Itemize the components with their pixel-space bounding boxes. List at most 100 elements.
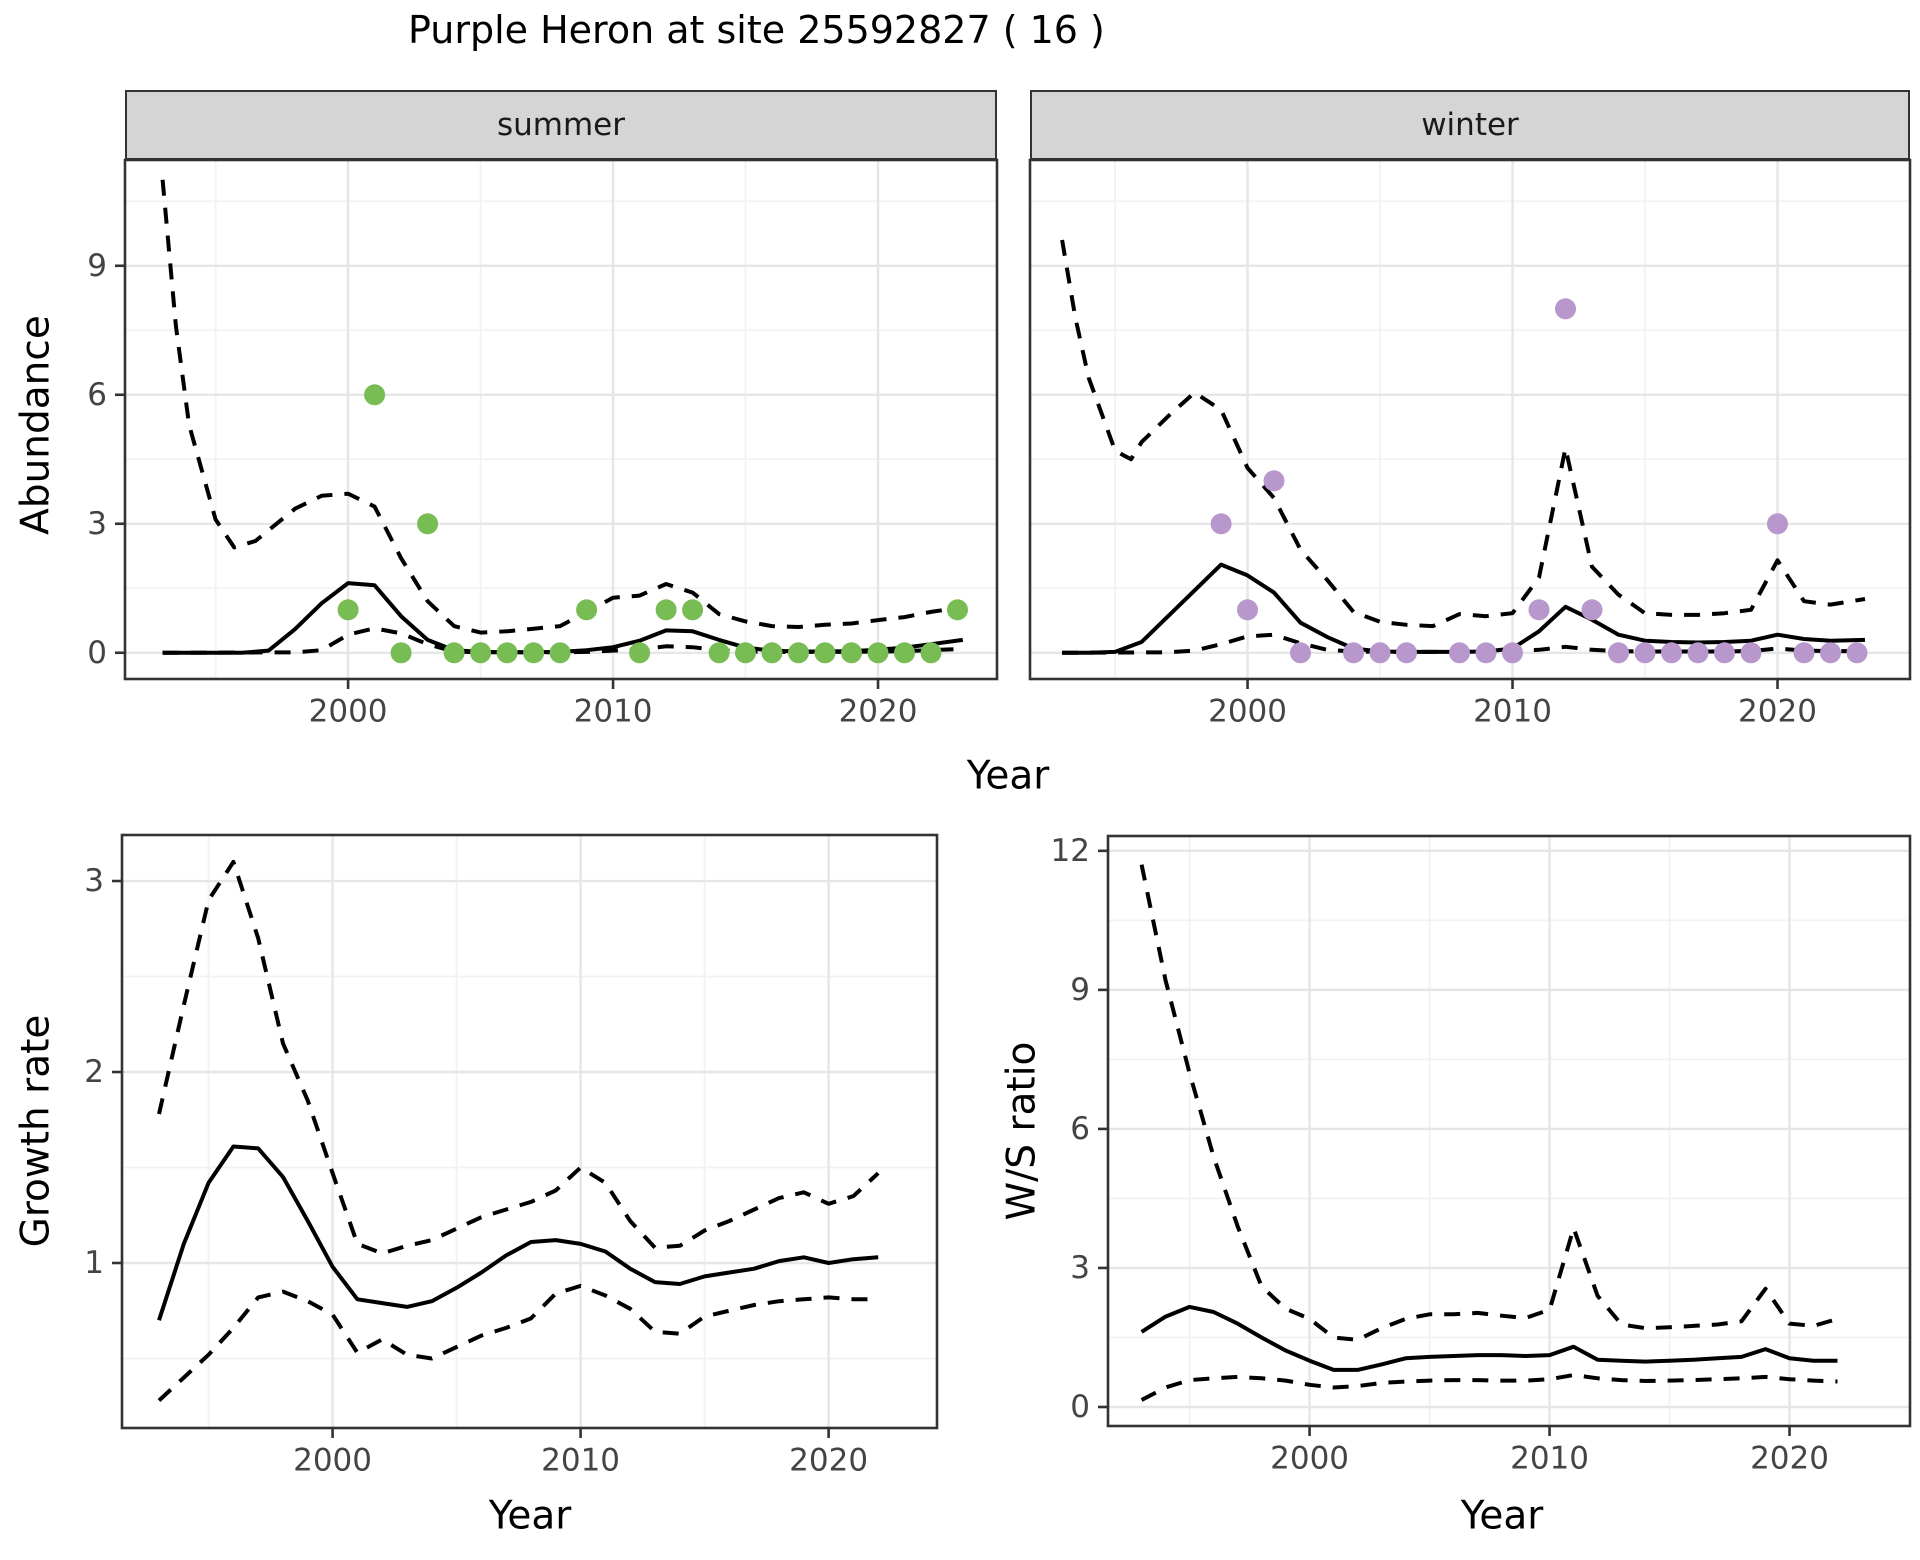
x-tick-label: 2010 (574, 693, 653, 729)
x-tick-label: 2000 (1208, 693, 1287, 729)
data-point-observed_counts (814, 642, 836, 664)
data-point-observed_counts (337, 599, 359, 621)
panel-abundance-winter: 2000 2010 2020 (1028, 158, 1912, 729)
y-tick-label: 2 (84, 1054, 104, 1090)
y-tick-label: 3 (84, 863, 104, 899)
y-axis-title-ws-ratio: W/S ratio (999, 1041, 1045, 1221)
data-point-observed_counts (1475, 642, 1497, 664)
panel-border (120, 833, 939, 1430)
panel-background (125, 160, 997, 679)
data-point-observed_counts (1237, 599, 1258, 621)
data-point-observed_counts (920, 642, 942, 664)
data-point-observed_counts (1343, 642, 1364, 664)
panel-background (122, 835, 937, 1428)
data-point-observed_counts (1263, 470, 1285, 492)
y-tick-label: 6 (87, 377, 107, 413)
data-point-observed_counts (1740, 642, 1762, 664)
x-tick-label: 2020 (1738, 693, 1817, 729)
data-point-observed_counts (549, 642, 571, 664)
page-title: Purple Heron at site 25592827 ( 16 ) (408, 8, 1105, 52)
data-point-observed_counts (867, 642, 889, 664)
series-line-mean (157, 1144, 879, 1321)
data-point-observed_counts (1846, 642, 1868, 664)
y-axis-title-growth-rate: Growth rate (13, 1014, 59, 1248)
data-point-observed_counts (470, 642, 492, 664)
facet-strip-summer: summer (125, 90, 997, 160)
data-point-observed_counts (1210, 513, 1232, 535)
x-tick-label: 2020 (1750, 1440, 1829, 1476)
facet-strip-winter-label: winter (1421, 107, 1519, 143)
series-line-upper_ci (160, 179, 964, 635)
data-point-observed_counts (443, 642, 465, 664)
series-line-upper_ci (1139, 864, 1839, 1342)
series-line-mean (1140, 1304, 1838, 1372)
data-point-observed_counts (1767, 513, 1788, 535)
data-point-observed_counts (523, 642, 545, 664)
data-point-observed_counts (629, 642, 651, 664)
panel-abundance-summer: 2000 2010 2020 0 3 6 9 (87, 158, 999, 729)
data-point-observed_counts (1369, 642, 1391, 664)
series-line-lower_ci (1140, 1373, 1838, 1402)
data-point-observed_counts (1608, 642, 1629, 664)
panel-border (1106, 834, 1912, 1428)
data-point-observed_counts (1502, 642, 1523, 664)
data-point-observed_counts (761, 642, 783, 664)
data-point-observed_counts (364, 384, 386, 406)
data-point-observed_counts (1290, 642, 1311, 664)
y-tick-label: 0 (1070, 1389, 1090, 1425)
x-axis-title-year-bottom-right: Year (1460, 1493, 1544, 1539)
x-axis-title-year-top: Year (966, 753, 1050, 799)
data-point-observed_counts (788, 642, 809, 664)
y-tick-label: 6 (1070, 1111, 1090, 1147)
data-point-observed_counts (576, 599, 598, 621)
series-line-upper_ci (1060, 239, 1866, 629)
data-point-observed_counts (1581, 599, 1603, 621)
y-axis-title-abundance: Abundance (13, 315, 59, 535)
y-tick-label: 9 (87, 248, 107, 284)
x-tick-label: 2010 (1510, 1440, 1589, 1476)
data-point-observed_counts (1528, 599, 1550, 621)
facet-strip-winter: winter (1030, 90, 1910, 160)
data-point-observed_counts (1661, 642, 1682, 664)
x-tick-label: 2000 (293, 1442, 372, 1478)
y-tick-label: 3 (1070, 1250, 1090, 1286)
y-tick-label: 3 (87, 506, 107, 542)
data-point-observed_counts (390, 642, 412, 664)
x-tick-label: 2000 (309, 693, 388, 729)
panel-growth-rate: 2000 2010 2020 1 2 3 (84, 833, 939, 1478)
data-point-observed_counts (417, 513, 439, 535)
y-tick-label: 12 (1051, 833, 1090, 869)
x-tick-label: 2020 (789, 1442, 868, 1478)
series-line-upper_ci (157, 859, 880, 1256)
data-point-observed_counts (1793, 642, 1815, 664)
y-tick-label: 0 (87, 635, 107, 671)
y-tick-label: 9 (1070, 972, 1090, 1008)
data-point-observed_counts (1396, 642, 1417, 664)
x-tick-label: 2000 (1270, 1440, 1349, 1476)
data-point-observed_counts (1687, 642, 1709, 664)
data-point-observed_counts (1634, 642, 1656, 664)
x-axis-title-year-bottom-left: Year (488, 1493, 572, 1539)
panel-border (123, 158, 999, 681)
data-point-observed_counts (947, 599, 968, 621)
data-point-observed_counts (1820, 642, 1841, 664)
x-tick-label: 2020 (839, 693, 918, 729)
data-point-observed_counts (496, 642, 518, 664)
data-point-observed_counts (1714, 642, 1735, 664)
facet-strip-summer-label: summer (496, 107, 625, 143)
panel-border (1028, 158, 1912, 681)
panel-ws-ratio: 2000 2010 2020 0 3 6 9 12 (1051, 833, 1912, 1476)
data-point-observed_counts (708, 642, 730, 664)
data-point-observed_counts (682, 599, 704, 621)
y-tick-label: 1 (84, 1245, 104, 1281)
data-point-observed_counts (894, 642, 915, 664)
data-point-observed_counts (1449, 642, 1470, 664)
data-point-observed_counts (841, 642, 862, 664)
data-point-observed_counts (1555, 298, 1576, 320)
data-point-observed_counts (735, 642, 756, 664)
panel-background (1030, 160, 1910, 679)
data-point-observed_counts (655, 599, 677, 621)
x-tick-label: 2010 (541, 1442, 620, 1478)
